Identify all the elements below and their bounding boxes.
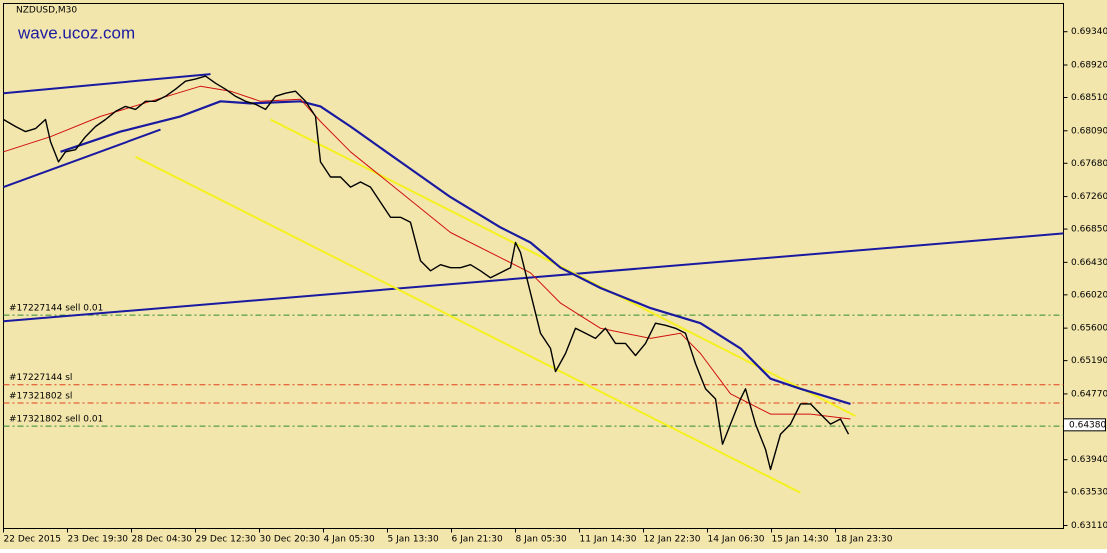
x-tick-label: 23 Dec 19:30 [68, 535, 129, 545]
y-tick-label: 0.68090 [1071, 126, 1107, 136]
x-tick-label: 29 Dec 12:30 [196, 535, 257, 545]
y-tick-label: 0.67260 [1071, 192, 1107, 202]
x-tick-label: 28 Dec 04:30 [132, 535, 193, 545]
x-tick-label: 8 Jan 05:30 [516, 535, 568, 545]
x-tick-label: 14 Jan 06:30 [708, 535, 765, 545]
price-line [3, 85, 851, 420]
y-tick-label: 0.63530 [1071, 488, 1107, 498]
y-tick-label: 0.69340 [1071, 27, 1107, 37]
y-tick-label: 0.65600 [1071, 324, 1107, 334]
order-label: #17321802 sl [9, 391, 72, 401]
y-tick-label: 0.66020 [1071, 290, 1107, 300]
price-line [135, 155, 801, 494]
y-tick-label: 0.64770 [1071, 389, 1107, 399]
order-label: #17321802 sell 0.01 [9, 415, 103, 425]
x-tick-label: 5 Jan 13:30 [388, 535, 440, 545]
x-tick-label: 11 Jan 14:30 [580, 535, 637, 545]
x-tick-label: 4 Jan 05:30 [324, 535, 376, 545]
x-tick-label: 22 Dec 2015 [4, 535, 62, 545]
y-tick-label: 0.67680 [1071, 159, 1107, 169]
x-tick-label: 6 Jan 21:30 [452, 535, 504, 545]
current-price-box [1063, 418, 1106, 432]
y-tick-label: 0.63110 [1071, 521, 1107, 531]
y-tick-label: 0.63940 [1071, 455, 1107, 465]
order-label: #17227144 sl [9, 373, 72, 383]
price-line [60, 100, 851, 405]
price-line [3, 128, 161, 189]
x-tick-label: 12 Jan 22:30 [644, 535, 701, 545]
x-tick-label: 18 Jan 23:30 [836, 535, 893, 545]
x-tick-label: 30 Dec 20:30 [260, 535, 321, 545]
order-label: #17227144 sell 0.01 [9, 304, 103, 314]
plot-frame [3, 3, 1064, 529]
y-tick-label: 0.66850 [1071, 225, 1107, 235]
x-tick-label: 15 Jan 14:30 [772, 535, 829, 545]
price-line [3, 232, 1064, 323]
price-line [3, 75, 850, 471]
current-price-label: 0.64380 [1069, 420, 1106, 430]
chart-title: NZDUSD,M30 [16, 6, 77, 16]
y-tick-label: 0.68510 [1071, 93, 1107, 103]
price-line [3, 73, 211, 95]
watermark: wave.ucoz.com [17, 23, 135, 42]
y-tick-label: 0.65190 [1071, 356, 1107, 366]
y-tick-label: 0.66430 [1071, 258, 1107, 268]
y-tick-label: 0.68920 [1071, 61, 1107, 71]
